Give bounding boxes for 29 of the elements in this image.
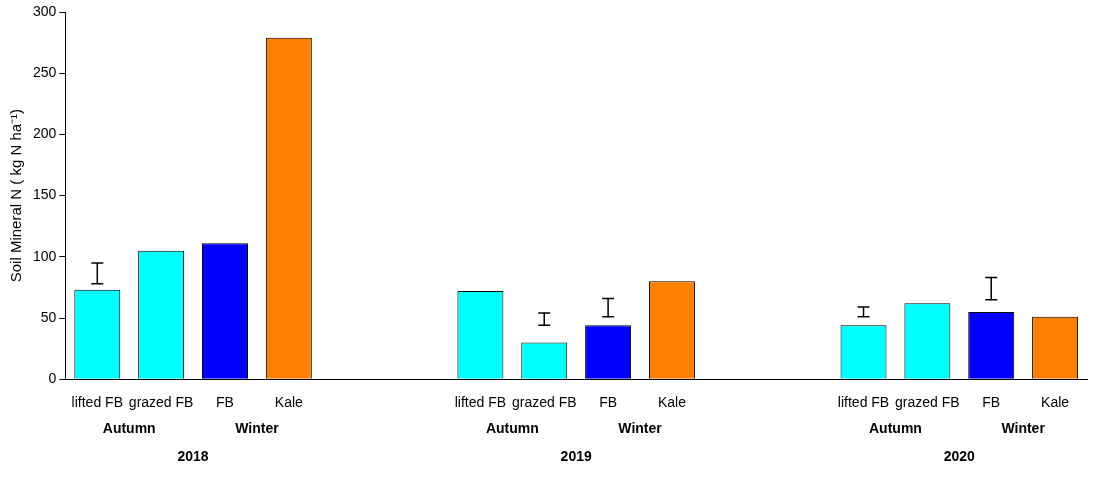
x-tick-label: grazed FB — [128, 394, 194, 411]
y-tick-label: 50 — [40, 308, 57, 325]
y-tick-label: 100 — [33, 247, 57, 264]
x-tick-label: grazed FB — [895, 394, 960, 411]
text: Autumn — [102, 420, 156, 437]
text: 2018 — [177, 448, 209, 465]
x-tick-label: FB — [982, 394, 1001, 411]
text: Winter — [235, 420, 280, 437]
text: Autumn — [485, 420, 539, 437]
text: 2020 — [943, 448, 976, 465]
y-tick-label: 200 — [33, 125, 57, 142]
x-tick-label: FB — [216, 394, 234, 411]
y-tick-label: 250 — [33, 64, 57, 81]
x-tick-label: FB — [599, 394, 618, 411]
x-tick-label: lifted FB — [454, 394, 507, 411]
y-tick-label: 300 — [33, 2, 57, 19]
y-tick-label: 0 — [48, 370, 57, 387]
x-tick-label: grazed FB — [511, 394, 577, 411]
y-axis-title: Soil Mineral N ( kg N ha⁻¹) — [7, 108, 25, 283]
text: Winter — [618, 420, 663, 437]
text: 2019 — [560, 448, 592, 465]
x-tick-label: Kale — [274, 394, 304, 411]
text: Winter — [1001, 420, 1046, 437]
x-tick-label: Kale — [657, 394, 687, 411]
x-tick-label: lifted FB — [71, 394, 123, 411]
text: Autumn — [869, 420, 922, 437]
y-tick-label: 150 — [33, 186, 57, 203]
x-tick-label: lifted FB — [837, 394, 890, 411]
x-tick-label: Kale — [1041, 394, 1070, 411]
